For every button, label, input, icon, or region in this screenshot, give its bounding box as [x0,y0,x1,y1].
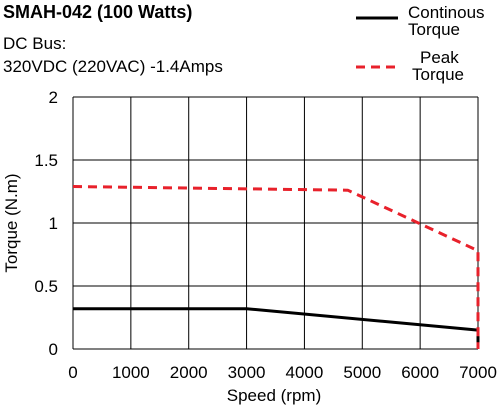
y-tick-label: 2 [49,88,58,107]
y-axis-label: Torque (N.m) [2,173,21,272]
legend: Continous Torque Peak Torque [356,3,485,84]
dc-bus-label: DC Bus: [3,34,66,53]
x-tick-label: 5000 [343,363,381,382]
y-tick-label: 0.5 [34,277,58,296]
chart-title: SMAH-042 (100 Watts) [3,2,192,22]
legend-continuous-label-2: Torque [408,20,460,39]
peak-torque-line [72,185,480,349]
legend-peak-label-1: Peak [420,48,459,67]
x-tick-label: 2000 [170,363,208,382]
continuous-torque-line [73,307,480,349]
dc-bus-value: 320VDC (220VAC) -1.4Amps [3,57,223,76]
tick-labels: 0 1000 2000 3000 4000 5000 6000 7000 0 0.5 1 1.5 2 [34,88,497,382]
x-tick-label: 4000 [286,363,324,382]
series-layer [72,185,480,349]
grid [72,96,479,350]
x-axis-label: Speed (rpm) [227,386,321,405]
x-tick-label: 1000 [112,363,150,382]
y-tick-label: 1 [49,214,58,233]
y-tick-label: 1.5 [34,151,58,170]
x-tick-label: 3000 [228,363,266,382]
legend-peak-label-2: Torque [412,65,464,84]
legend-continuous-label-1: Continous [408,3,485,22]
x-tick-label: 7000 [459,363,497,382]
x-tick-label: 0 [68,363,77,382]
x-tick-label: 6000 [401,363,439,382]
y-tick-label: 0 [49,340,58,359]
